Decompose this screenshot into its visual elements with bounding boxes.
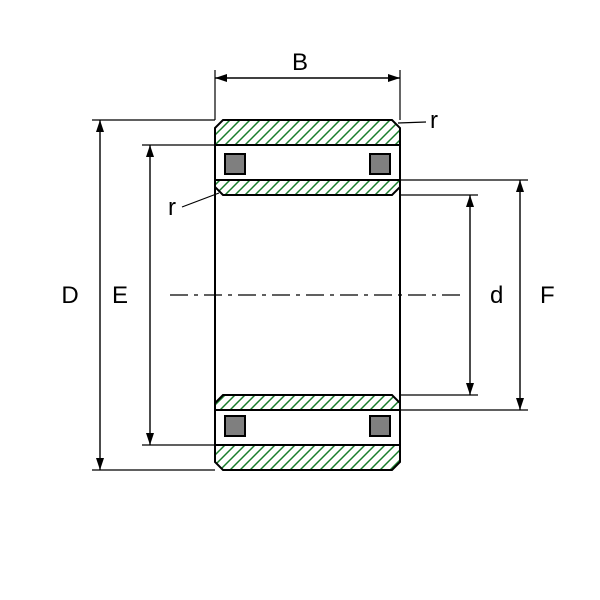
bearing-diagram: B D E d F r r [0, 0, 600, 600]
label-B: B [292, 49, 308, 76]
label-D: D [61, 282, 78, 309]
label-r-top: r [430, 107, 438, 134]
label-d: d [490, 282, 503, 309]
label-E: E [112, 282, 128, 309]
label-r-inner: r [168, 194, 176, 221]
label-F: F [540, 282, 555, 309]
